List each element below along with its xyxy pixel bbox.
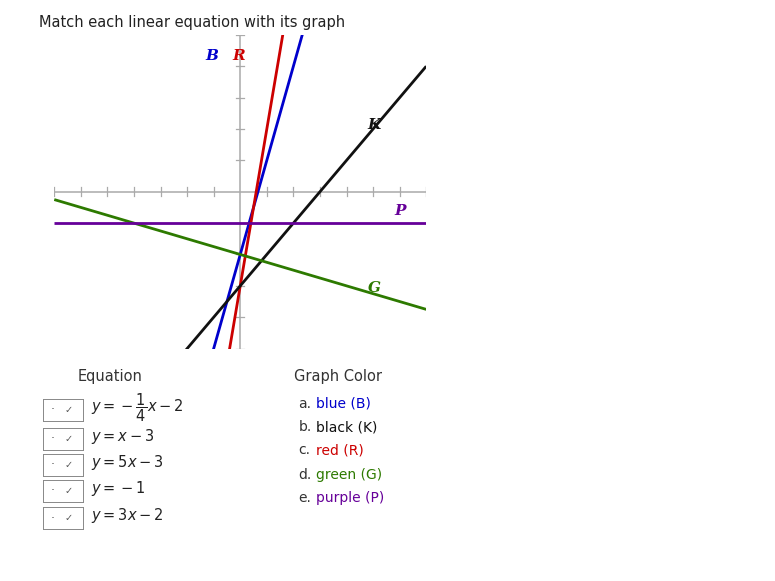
- Text: green (G): green (G): [316, 468, 382, 482]
- Text: $y = -\dfrac{1}{4}x - 2$: $y = -\dfrac{1}{4}x - 2$: [91, 391, 184, 424]
- Text: $y = 3x - 2$: $y = 3x - 2$: [91, 507, 164, 525]
- Text: Equation: Equation: [78, 369, 143, 384]
- Text: B: B: [205, 49, 219, 63]
- Text: purple (P): purple (P): [316, 491, 384, 505]
- Text: red (R): red (R): [316, 443, 364, 457]
- Text: ·: ·: [50, 403, 55, 416]
- Text: ✓: ✓: [65, 433, 73, 444]
- Text: blue (B): blue (B): [316, 397, 371, 411]
- Text: R: R: [232, 49, 245, 63]
- Text: d.: d.: [298, 468, 312, 482]
- Text: ·: ·: [50, 458, 55, 471]
- Text: Graph Color: Graph Color: [294, 369, 383, 384]
- Text: G: G: [368, 281, 381, 295]
- Text: a.: a.: [298, 397, 312, 411]
- Text: ·: ·: [50, 512, 55, 525]
- Text: Match each linear equation with its graph: Match each linear equation with its grap…: [39, 15, 345, 30]
- Text: e.: e.: [298, 491, 312, 505]
- Text: $y = x - 3$: $y = x - 3$: [91, 427, 155, 446]
- Text: ·: ·: [50, 432, 55, 445]
- Text: ✓: ✓: [65, 486, 73, 496]
- Text: P: P: [394, 205, 406, 218]
- Text: ✓: ✓: [65, 404, 73, 415]
- Text: $y = 5x - 3$: $y = 5x - 3$: [91, 453, 164, 472]
- Text: K: K: [368, 118, 381, 132]
- Text: b.: b.: [298, 420, 312, 434]
- Text: black (K): black (K): [316, 420, 377, 434]
- Text: ·: ·: [50, 485, 55, 497]
- Text: c.: c.: [298, 443, 310, 457]
- Text: ✓: ✓: [65, 460, 73, 470]
- Text: $y = -1$: $y = -1$: [91, 479, 146, 498]
- Text: ✓: ✓: [65, 513, 73, 523]
